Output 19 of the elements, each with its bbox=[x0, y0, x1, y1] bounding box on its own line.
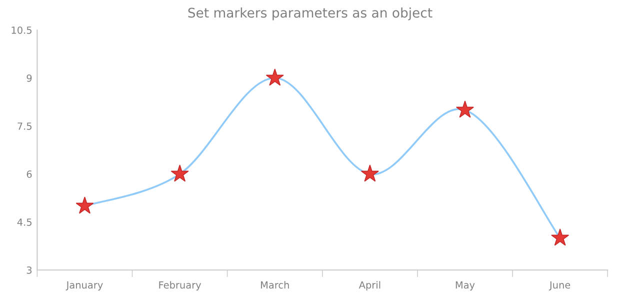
x-tick-label: May bbox=[456, 281, 475, 291]
point bbox=[360, 164, 379, 182]
y-tick-label: 6 bbox=[26, 170, 32, 178]
x-tick-label: February bbox=[159, 281, 202, 291]
chart-title: Set markers parameters as an object bbox=[188, 8, 432, 20]
x-tick-label: January bbox=[66, 281, 103, 291]
y-tick-label: 9 bbox=[26, 74, 32, 82]
point bbox=[266, 68, 284, 86]
x-tick-label: April bbox=[358, 281, 380, 291]
y-tick-label: 7.5 bbox=[18, 122, 32, 130]
x-tick-label: June bbox=[548, 281, 570, 290]
y-tick-label: 4.5 bbox=[17, 218, 32, 226]
y-tick-label: 10.5 bbox=[12, 26, 32, 34]
y-tick-label: 3 bbox=[26, 266, 32, 274]
point bbox=[170, 164, 189, 182]
point bbox=[456, 100, 474, 118]
point bbox=[76, 196, 94, 214]
x-tick-label: March bbox=[261, 281, 289, 289]
point bbox=[551, 228, 570, 246]
